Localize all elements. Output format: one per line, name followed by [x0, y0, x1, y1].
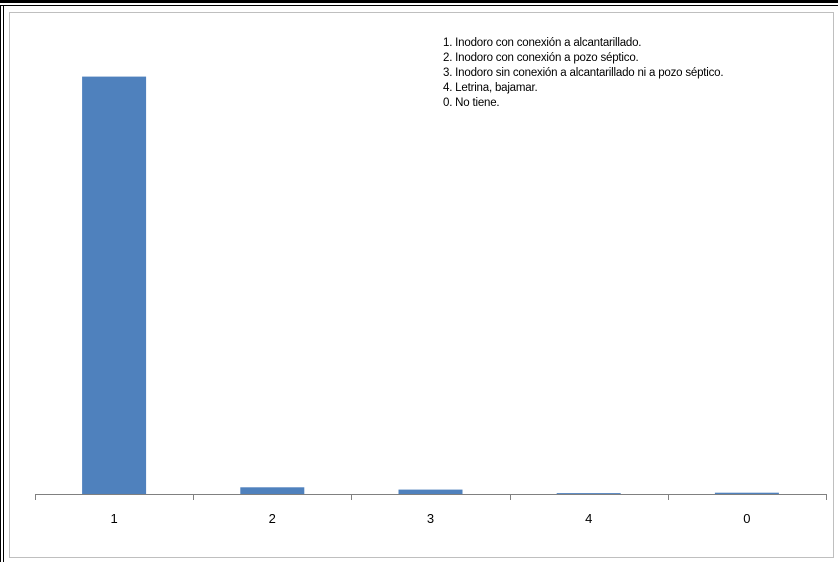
- legend-item-2: 2. Inodoro con conexión a pozo séptico.: [443, 52, 639, 64]
- bar-0: [714, 492, 779, 494]
- bar-2: [240, 487, 305, 494]
- top-border-thin-line: [0, 5, 838, 6]
- x-axis: [35, 494, 827, 500]
- x-tick-labels: 1 2 3 4 0: [110, 511, 750, 526]
- bar-3: [398, 489, 463, 494]
- bar-1: [82, 76, 147, 494]
- legend-item-4: 4. Letrina, bajamar.: [443, 82, 538, 94]
- left-border-inner-line: [3, 6, 4, 562]
- x-tick-label-2: 2: [269, 511, 276, 526]
- bars-group: [82, 76, 779, 494]
- x-tick-label-1: 1: [110, 511, 117, 526]
- chart-area: [9, 12, 834, 558]
- legend-item-0: 0. No tiene.: [443, 97, 500, 109]
- legend-item-1: 1. Inodoro con conexión a alcantarillado…: [443, 37, 642, 49]
- top-border-line: [0, 0, 838, 3]
- legend: 1. Inodoro con conexión a alcantarillado…: [443, 36, 823, 111]
- legend-item-3: 3. Inodoro sin conexión a alcantarillado…: [443, 67, 724, 79]
- x-tick-label-4: 4: [585, 511, 592, 526]
- x-tick-label-0: 0: [743, 511, 750, 526]
- x-tick-label-3: 3: [427, 511, 434, 526]
- bar-4: [556, 493, 621, 494]
- left-border-line: [0, 6, 1, 562]
